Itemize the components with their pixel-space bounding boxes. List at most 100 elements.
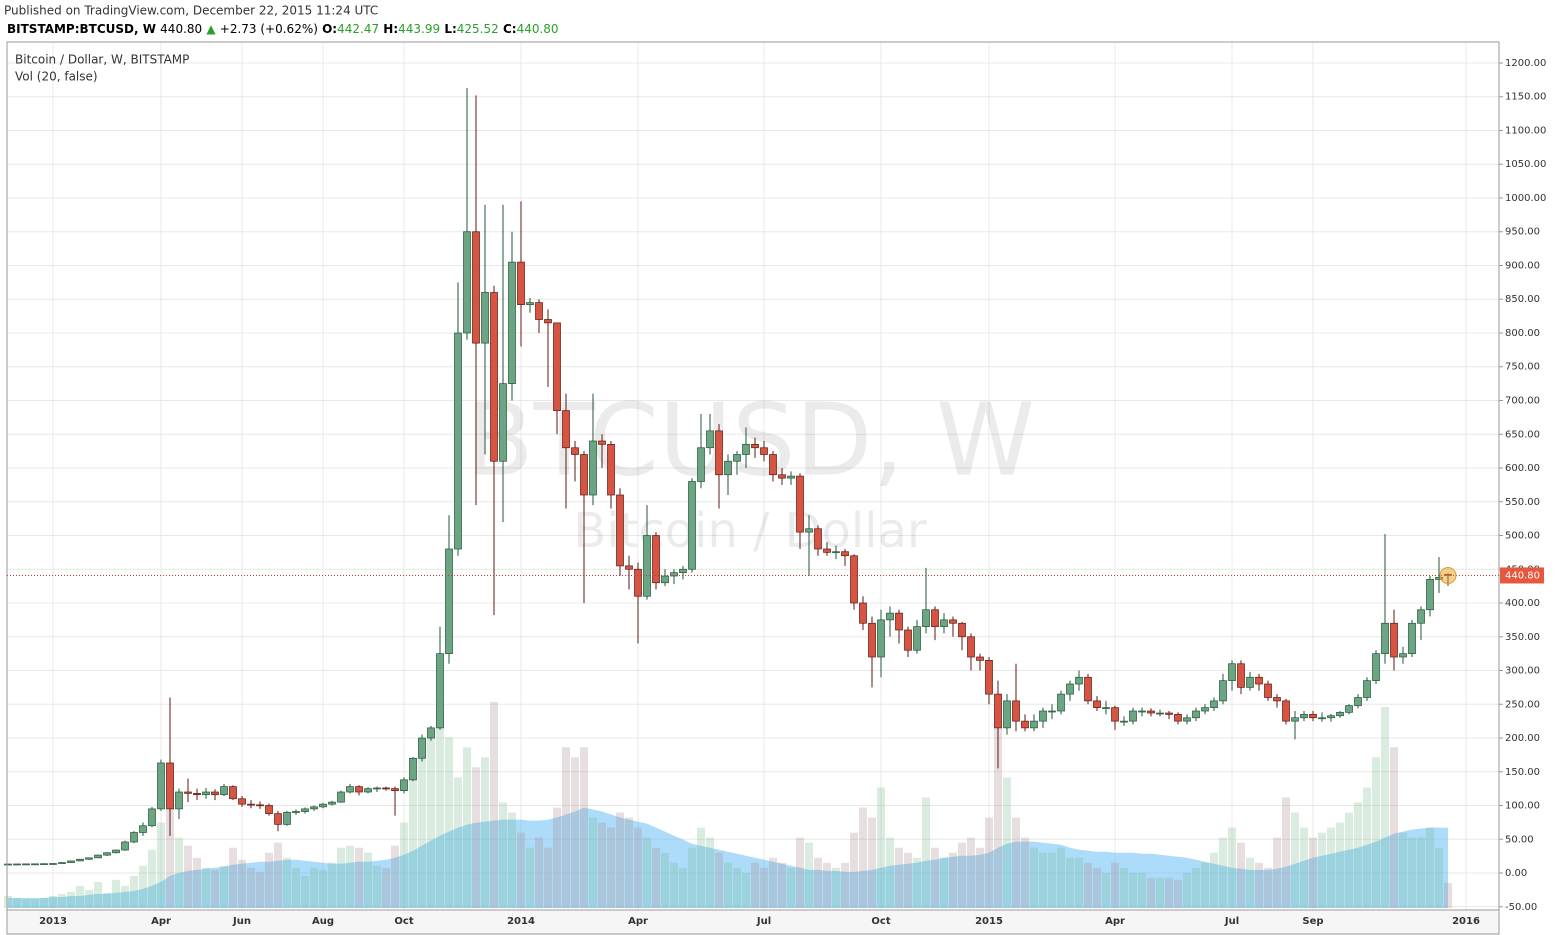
candle-body	[553, 322, 561, 411]
volume-bar	[1246, 857, 1254, 908]
candle-body	[229, 786, 237, 800]
candle-body	[1093, 700, 1101, 708]
candle-body	[616, 494, 624, 567]
y-tick-label: 700.00	[1505, 395, 1540, 406]
volume-bar	[814, 857, 822, 908]
y-tick-label: 250.00	[1505, 699, 1540, 710]
candle-body	[1066, 683, 1074, 695]
candle-body	[589, 440, 597, 496]
volume-bar	[310, 867, 318, 908]
volume-bar	[1363, 787, 1371, 908]
y-tick-label: 900.00	[1505, 260, 1540, 271]
volume-bar	[931, 847, 939, 908]
volume-bar	[589, 817, 597, 908]
volume-bar	[1444, 882, 1452, 908]
volume-bar	[85, 889, 93, 908]
volume-bar	[760, 867, 768, 908]
volume-bar	[985, 817, 993, 908]
candle-body	[1030, 720, 1038, 729]
candle-body	[391, 788, 399, 792]
x-axis-bar	[6, 909, 1500, 935]
candle-body	[715, 430, 723, 476]
volume-bar	[616, 812, 624, 908]
volume-bar	[40, 897, 48, 908]
candle-body	[1021, 720, 1029, 729]
candle-body	[706, 430, 714, 449]
x-tick-label: Jun	[232, 916, 251, 927]
candle-body	[1372, 653, 1380, 681]
y-tick-label: 350.00	[1505, 632, 1540, 643]
volume-bar	[535, 837, 543, 908]
candle-body	[1318, 717, 1326, 720]
y-tick-label: 1150.00	[1505, 92, 1546, 103]
volume-bar	[481, 757, 489, 908]
volume-bar	[103, 892, 111, 908]
volume-bar	[1021, 837, 1029, 908]
candle-body	[688, 481, 696, 570]
volume-bar	[949, 852, 957, 908]
candle-body	[148, 808, 156, 827]
volume-bar	[472, 767, 480, 908]
candle-body	[1345, 705, 1353, 713]
high: 443.99	[398, 22, 440, 36]
volume-bar	[787, 867, 795, 908]
candle-body	[238, 798, 246, 805]
candle-body	[112, 849, 120, 854]
candle-body	[121, 841, 129, 851]
candle-body	[877, 619, 885, 658]
volume-bar	[517, 832, 525, 908]
candle-body	[697, 447, 705, 482]
volume-bar	[643, 837, 651, 908]
y-tick-label: 650.00	[1505, 429, 1540, 440]
candle-body	[193, 793, 201, 796]
volume-bar	[1282, 797, 1290, 908]
volume-bar	[499, 802, 507, 908]
volume-bar	[841, 862, 849, 908]
volume-bar	[1192, 867, 1200, 908]
candle-body	[994, 693, 1002, 729]
volume-bar	[1111, 862, 1119, 908]
candle-body	[1255, 676, 1263, 685]
y-tick-label: 550.00	[1505, 497, 1540, 508]
x-tick-label: Apr	[628, 916, 648, 927]
volume-bar	[391, 845, 399, 908]
candle-body	[778, 474, 786, 479]
watermark-sub: Bitcoin / Dollar	[573, 503, 927, 559]
candle-body	[1075, 676, 1083, 685]
candle-body	[517, 261, 525, 305]
volume-bar	[850, 832, 858, 908]
candle-body	[166, 762, 174, 810]
candle-body	[1336, 712, 1344, 717]
arrow: ▲	[206, 22, 216, 36]
candle-body	[1219, 680, 1227, 702]
x-tick-label: 2016	[1452, 916, 1480, 927]
candle-body	[1192, 710, 1200, 719]
volume-bar	[238, 859, 246, 908]
y-tick-label: 750.00	[1505, 362, 1540, 373]
volume-bar	[1012, 817, 1020, 908]
candle-body	[976, 656, 984, 661]
volume-bar	[355, 847, 363, 908]
candle-body	[769, 454, 777, 476]
x-tick-label: 2013	[39, 916, 67, 927]
indicator-label: Vol (20, false)	[15, 70, 98, 84]
volume-bar	[229, 847, 237, 908]
volume-bar	[742, 872, 750, 908]
volume-bar	[1165, 877, 1173, 908]
price-tag	[1500, 567, 1544, 584]
candle-body	[634, 568, 642, 597]
x-tick-label: Apr	[151, 916, 171, 927]
open: 442.47	[337, 22, 379, 36]
volume-bar	[76, 885, 84, 908]
volume-bar	[1390, 747, 1398, 908]
volume-bar	[913, 857, 921, 908]
watermark: BTCUSD, W	[465, 381, 1035, 498]
volume-bar	[49, 895, 57, 908]
volume-bar	[319, 869, 327, 908]
candle-body	[742, 444, 750, 455]
volume-bar	[715, 852, 723, 908]
candle-body	[850, 555, 858, 604]
volume-bar	[688, 847, 696, 908]
candle-body	[1264, 683, 1272, 698]
